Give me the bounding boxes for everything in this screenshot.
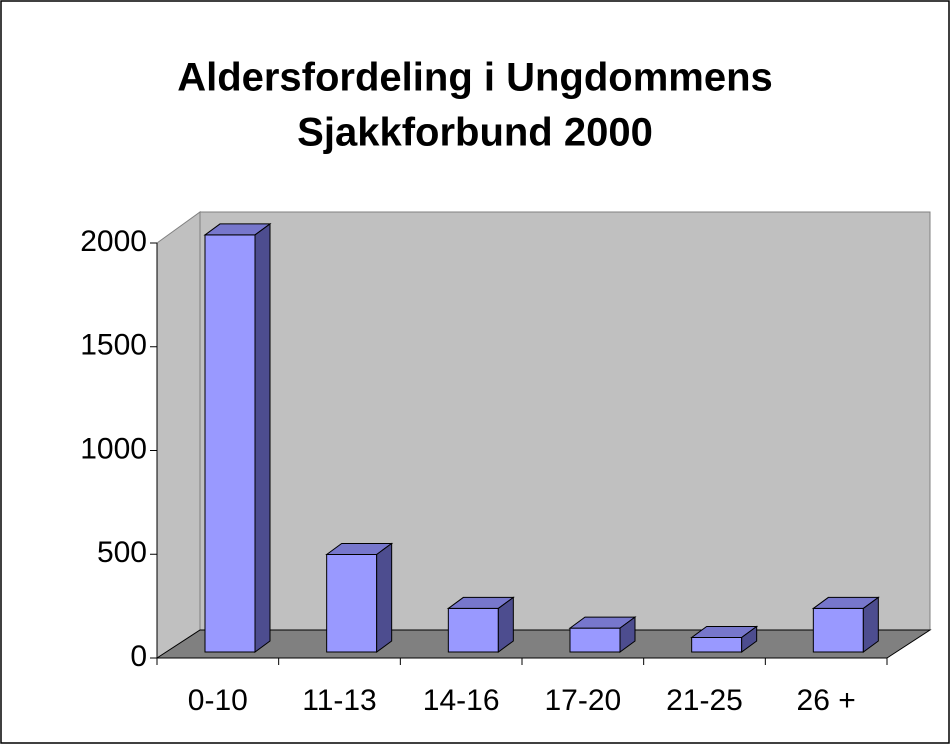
x-tick-label: 11-13 <box>302 684 377 717</box>
bar <box>811 596 880 653</box>
y-tick-label: 1500 <box>80 329 147 362</box>
y-tick-label: 2000 <box>80 225 147 258</box>
bar <box>568 616 637 653</box>
x-tick-label: 21-25 <box>666 684 743 717</box>
x-tick-label: 14-16 <box>423 684 500 717</box>
bar-side <box>741 625 758 653</box>
chart-title: Aldersfordeling i Ungdommens <box>177 56 773 100</box>
x-tick-label: 26 + <box>797 684 856 717</box>
bar-side <box>619 616 636 653</box>
y-tick-label: 1000 <box>80 432 147 465</box>
bar <box>325 542 394 653</box>
bar-front <box>204 234 256 653</box>
bar-front <box>812 607 864 653</box>
bar-front <box>691 636 743 653</box>
bar-side <box>254 222 271 653</box>
back-wall <box>199 211 931 631</box>
bar-front <box>569 627 621 653</box>
bar <box>446 596 515 653</box>
chart-title: Sjakkforbund 2000 <box>297 111 653 155</box>
bar-front <box>447 607 499 653</box>
x-tick-label: 17-20 <box>544 684 621 717</box>
bar-front <box>326 553 378 653</box>
y-tick-label: 500 <box>97 536 147 569</box>
x-tick-label: 0-10 <box>188 684 248 717</box>
bar <box>203 222 272 653</box>
bar <box>690 625 759 653</box>
y-tick-label: 0 <box>130 640 147 673</box>
side-wall <box>156 211 201 659</box>
bar-side <box>376 542 393 653</box>
bar-side <box>497 596 514 653</box>
bar-side <box>862 596 879 653</box>
